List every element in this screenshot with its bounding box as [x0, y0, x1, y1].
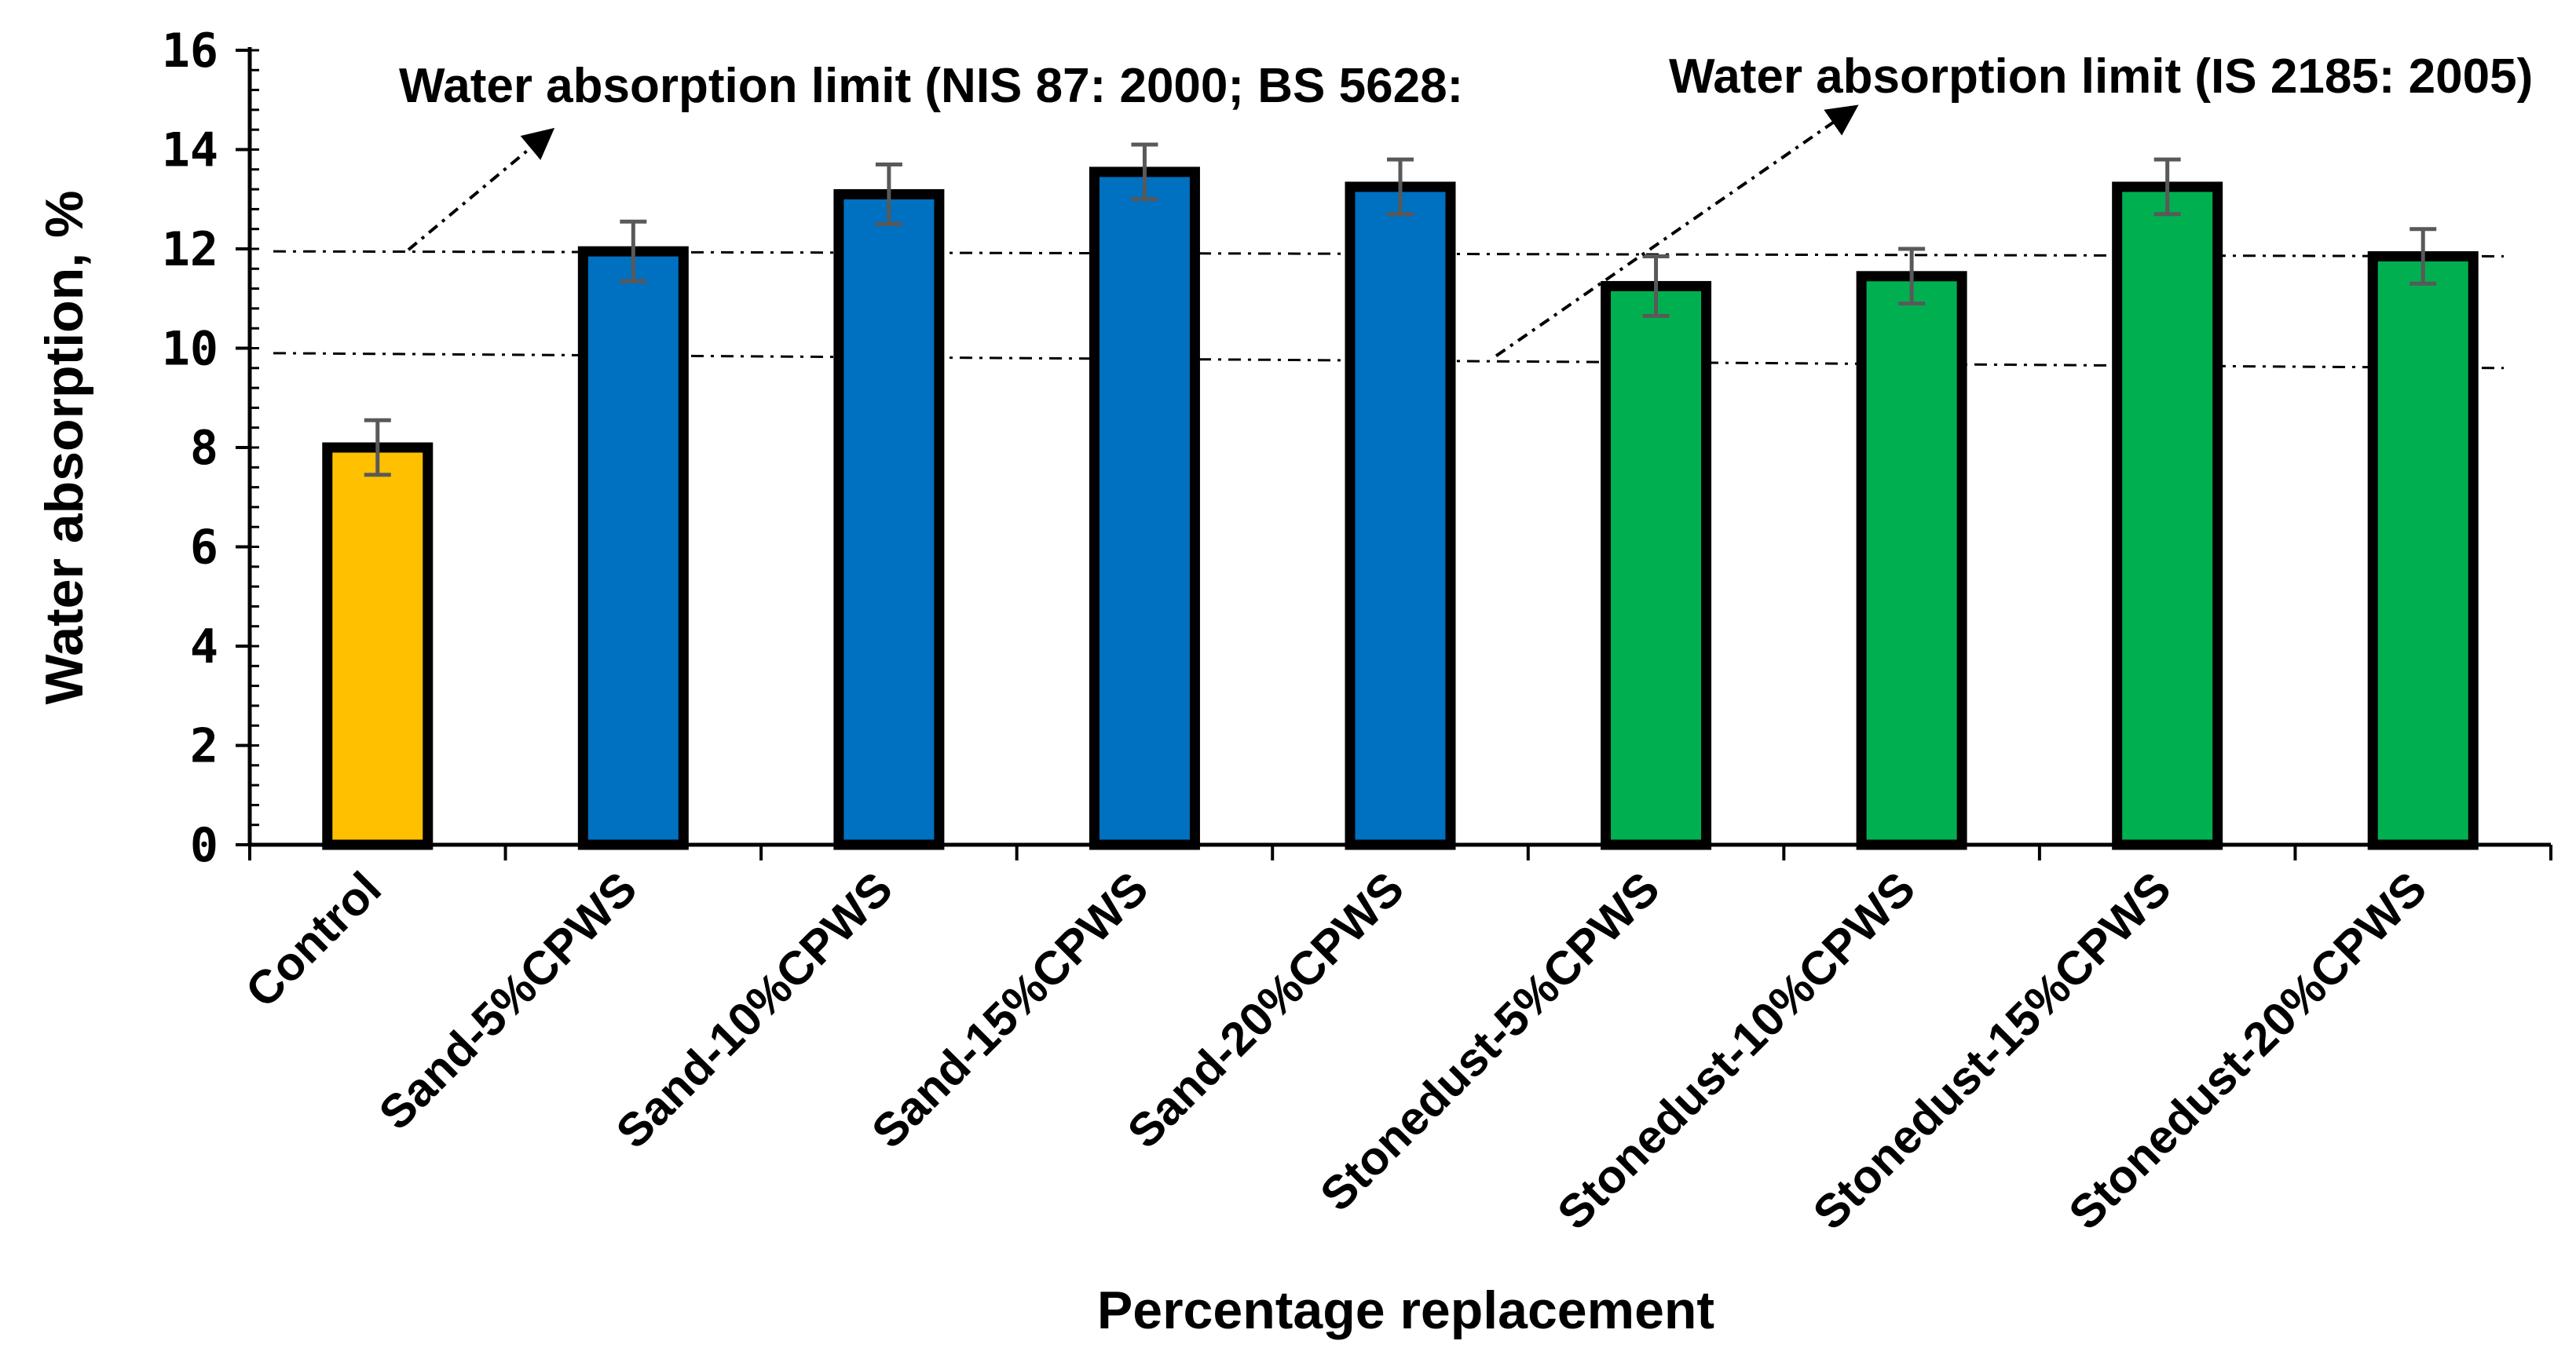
bar-2: [577, 246, 689, 850]
bar-8: [2112, 181, 2223, 850]
category-label-4: Sand-15%CPWS: [862, 862, 1158, 1158]
y-axis-title: Water absorption, %: [35, 191, 94, 705]
y-tick-label-6: 6: [190, 521, 218, 575]
bars-group: [322, 166, 2479, 850]
annotation-label-2: Water absorption limit (IS 2185: 2005): [1669, 49, 2533, 104]
y-tick-label-2: 2: [190, 719, 218, 774]
bar-7: [1856, 271, 1967, 850]
y-tick-label-0: 0: [190, 818, 218, 873]
y-tick-label-16: 16: [162, 24, 218, 79]
error-bars-group: [364, 142, 2437, 477]
category-label-3: Sand-10%CPWS: [606, 862, 902, 1158]
annotation-label-1: Water absorption limit (NIS 87: 2000; BS…: [399, 59, 1463, 113]
y-tick-label-10: 10: [162, 322, 218, 377]
bar-1: [322, 442, 434, 850]
y-tick-label-4: 4: [190, 619, 218, 674]
y-ticks-group: 0 2 4 6 8 10 12 14 16: [162, 24, 259, 873]
bar-5: [1345, 181, 1456, 850]
bar-6: [1601, 280, 1712, 850]
bar-4: [1089, 166, 1200, 850]
annotations-group: Water absorption limit (NIS 87: 2000; BS…: [399, 49, 2533, 357]
category-label-5: Sand-20%CPWS: [1118, 862, 1414, 1158]
annotation-arrow-2: [1495, 104, 1859, 357]
y-tick-label-14: 14: [162, 123, 218, 178]
y-tick-label-12: 12: [162, 222, 218, 277]
annotation-arrow-1: [407, 127, 555, 251]
x-axis-title: Percentage replacement: [1097, 1280, 1714, 1340]
category-label-1: Control: [236, 862, 391, 1017]
bar-3: [833, 188, 945, 850]
category-labels-group: ControlSand-5%CPWSSand-10%CPWSSand-15%CP…: [236, 862, 2437, 1240]
y-tick-label-8: 8: [190, 421, 218, 476]
category-label-2: Sand-5%CPWS: [369, 862, 647, 1140]
bar-9: [2367, 250, 2479, 850]
